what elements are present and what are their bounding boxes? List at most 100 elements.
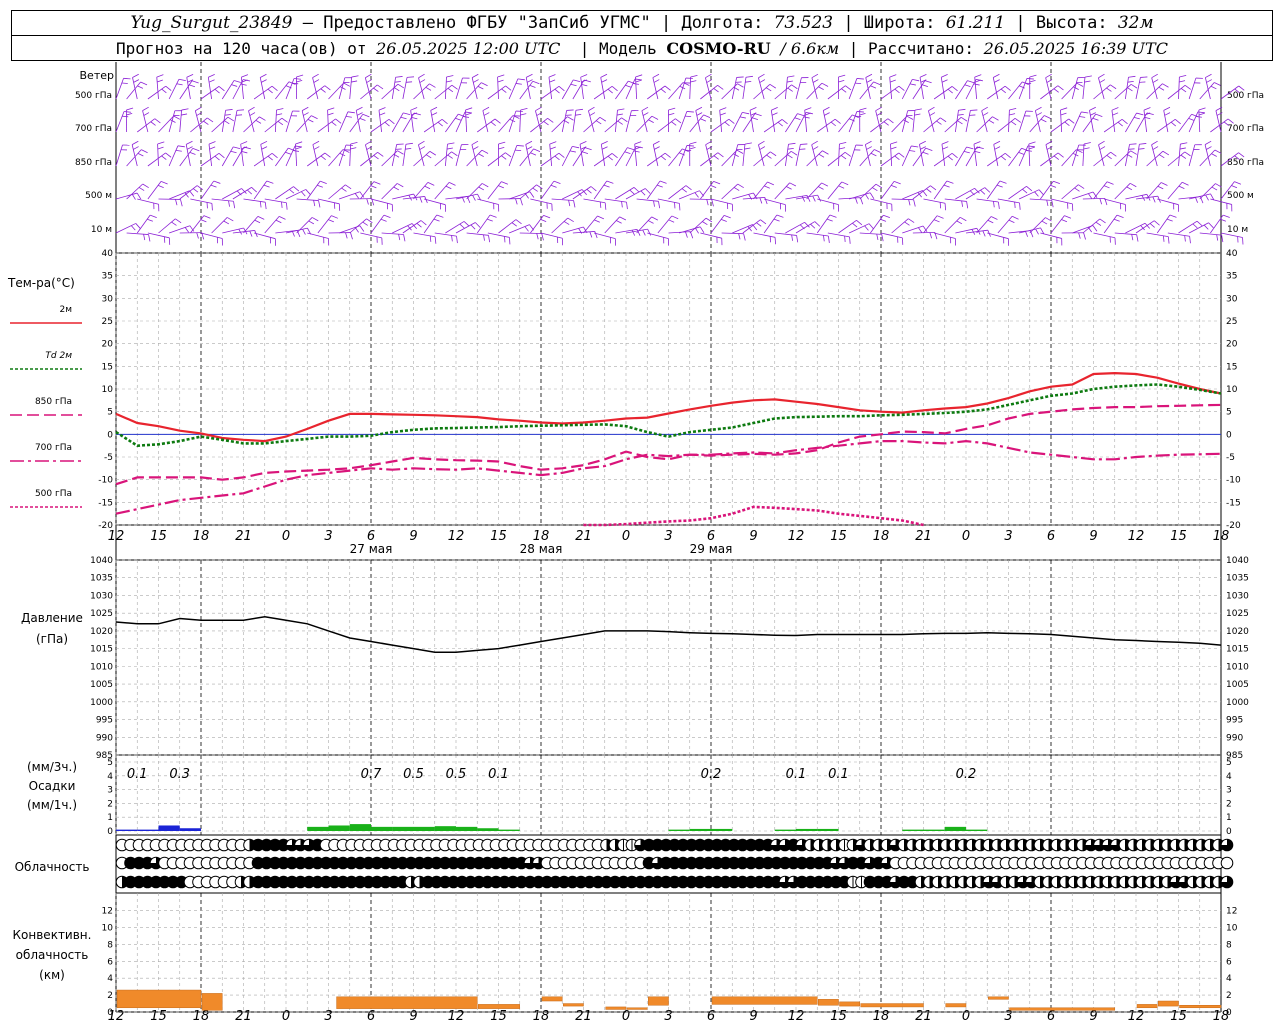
wind-barb (933, 153, 953, 167)
wind-barb-flag (371, 198, 375, 206)
wind-barb (580, 77, 584, 100)
wind-barb (678, 145, 688, 167)
temp-series-line (115, 371, 1222, 443)
wind-barb-flag (156, 74, 164, 78)
wind-barb-flag (251, 187, 257, 193)
conv-ytick-left: 6 (107, 957, 113, 967)
wind-barb (944, 117, 962, 133)
precip-amount-label: 0.7 (361, 767, 382, 782)
temp-ytick-left: -10 (98, 476, 113, 486)
wind-barb-flag (1184, 84, 1191, 90)
pressure-ytick-right: 990 (1226, 733, 1243, 743)
wind-barb-flag (1000, 155, 1007, 161)
wind-barb-flag (429, 235, 432, 242)
wind-barb (940, 77, 946, 100)
wind-barb (115, 111, 125, 133)
precip-bar (796, 828, 818, 831)
wind-barb-flag (675, 118, 682, 124)
wind-barb-flag (713, 181, 721, 185)
wind-barb-flag (505, 152, 512, 158)
wind-barb-flag (797, 113, 805, 117)
wind-barb-flag (865, 73, 873, 78)
cloud-symbol-fill (651, 857, 664, 869)
wind-barb-flag (343, 82, 351, 87)
precip-ytick-left: 5 (107, 758, 113, 768)
time-tick-label: 12 (788, 529, 805, 544)
wind-barb (455, 193, 478, 200)
wind-barb-flag (759, 197, 763, 204)
wind-barb-flag (249, 112, 256, 116)
wind-barb-flag (331, 121, 337, 126)
wind-barb-flag (465, 112, 472, 116)
wind-barb (1114, 84, 1132, 100)
time-tick-label-bottom: 6 (1047, 1009, 1055, 1024)
pressure-ytick-left: 1040 (90, 556, 113, 566)
wind-barb (1146, 150, 1164, 167)
wind-barb-flag (922, 84, 929, 87)
wind-barb-flag (305, 189, 311, 195)
wind-barb-flag (434, 236, 437, 244)
wind-barb-flag (351, 75, 359, 78)
wind-barb (391, 77, 397, 100)
wind-barb-flag (135, 223, 141, 229)
wind-barb-flag (705, 73, 712, 79)
wind-barb-flag (961, 200, 963, 207)
wind-barb-flag (362, 221, 368, 226)
wind-barb-flag (975, 79, 981, 83)
wind-level-label: 500 м (85, 191, 112, 201)
wind-barb-flag (635, 79, 642, 83)
wind-barb (312, 77, 319, 100)
wind-barb-flag (685, 115, 692, 118)
wind-barb (444, 77, 447, 100)
wind-barb (190, 198, 213, 204)
lat-value: 61.211 (945, 13, 1006, 33)
wind-barb (562, 226, 584, 234)
wind-barb (770, 110, 776, 133)
wind-barb (413, 182, 429, 200)
wind-barb-flag (705, 217, 713, 223)
temp-ytick-left: 10 (102, 385, 114, 395)
wind-barb (774, 151, 792, 167)
wind-barb-flag (586, 189, 592, 194)
time-tick-label: 0 (282, 529, 290, 544)
precip-amount-label: 0.1 (488, 767, 509, 782)
wind-barb-flag (668, 113, 675, 116)
wind-barb (168, 145, 179, 167)
wind-barb-flag (942, 146, 949, 150)
wind-barb-flag (736, 149, 744, 154)
cloud-symbol-fill (1093, 839, 1106, 851)
wind-barb (583, 117, 601, 133)
wind-barb (349, 144, 352, 167)
wind-barb (1018, 189, 1040, 200)
wind-barb-flag (394, 81, 401, 83)
wind-barb-flag (936, 215, 944, 219)
wind-barb (208, 144, 213, 167)
wind-barb-flag (621, 117, 628, 123)
wind-barb (641, 110, 648, 133)
wind-barb-flag (660, 88, 666, 93)
wind-barb-flag (141, 149, 148, 154)
wind-barb (285, 145, 296, 167)
conv-title-3: (км) (39, 968, 65, 982)
wind-barb-flag (157, 185, 164, 188)
wind-level-label: 850 гПа (75, 158, 112, 168)
wind-barb (1220, 85, 1239, 100)
precip-ytick-left: 4 (107, 772, 113, 782)
wind-barb (993, 144, 999, 167)
wind-barb (1072, 191, 1094, 200)
wind-barb (1220, 181, 1235, 200)
wind-barb (678, 190, 700, 200)
wind-barb-flag (973, 83, 980, 86)
wind-barb-flag (876, 233, 879, 240)
wind-barb-flag (1046, 146, 1053, 150)
wind-barb-flag (403, 112, 411, 116)
wind-barb (923, 198, 946, 204)
wind-barb-flag (478, 186, 485, 191)
wind-barb-flag (974, 146, 981, 150)
wind-barb-flag (515, 198, 518, 205)
wind-barb-flag (883, 214, 891, 219)
wind-barb (260, 144, 266, 167)
wind-barb (476, 214, 491, 234)
conv-ytick-left: 2 (107, 991, 113, 1001)
wind-barb (1135, 144, 1140, 167)
